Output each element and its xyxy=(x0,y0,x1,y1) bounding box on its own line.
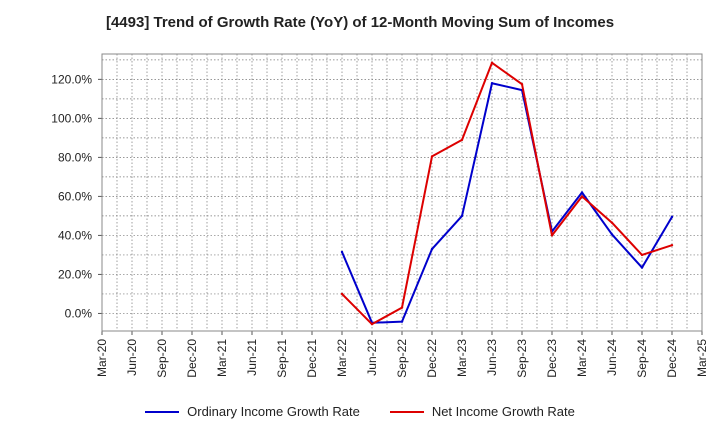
data-point xyxy=(430,247,434,251)
data-point xyxy=(400,306,404,309)
data-point xyxy=(670,243,674,247)
x-tick-label: Mar-24 xyxy=(575,339,589,377)
x-tick-label: Dec-20 xyxy=(185,339,199,378)
x-tick-label: Dec-22 xyxy=(425,339,439,378)
data-point xyxy=(340,250,344,254)
data-point xyxy=(400,320,404,323)
data-point xyxy=(430,155,434,158)
x-tick-label: Jun-20 xyxy=(125,339,139,376)
x-tick-label: Mar-25 xyxy=(695,339,709,377)
x-tick-label: Mar-23 xyxy=(455,339,469,377)
y-tick-label: 120.0% xyxy=(51,72,92,86)
data-point xyxy=(340,292,344,296)
plot-area xyxy=(101,53,703,332)
data-point xyxy=(580,195,584,198)
legend-label: Net Income Growth Rate xyxy=(431,404,575,419)
legend-label: Ordinary Income Growth Rate xyxy=(187,404,360,419)
data-point xyxy=(640,253,644,257)
x-tick-label: Sep-24 xyxy=(635,339,649,378)
data-point xyxy=(490,61,494,64)
data-point xyxy=(550,234,554,237)
data-point xyxy=(460,214,464,218)
y-tick-label: 40.0% xyxy=(58,228,92,242)
x-tick-label: Dec-21 xyxy=(305,339,319,378)
y-tick-label: 0.0% xyxy=(65,306,93,320)
x-tick-label: Sep-20 xyxy=(155,339,169,378)
legend-swatch xyxy=(389,410,424,413)
y-tick-label: 60.0% xyxy=(58,189,92,203)
x-tick-label: Jun-23 xyxy=(485,339,499,376)
legend-swatch xyxy=(145,410,180,413)
y-tick-label: 80.0% xyxy=(58,150,92,164)
x-tick-label: Sep-21 xyxy=(275,339,289,378)
data-point xyxy=(580,191,584,194)
legend-item: Net Income Growth Rate xyxy=(389,404,575,419)
data-point xyxy=(520,83,524,86)
grid-layer xyxy=(101,54,703,331)
x-tick-label: Mar-21 xyxy=(215,339,229,377)
data-point xyxy=(610,221,614,224)
y-tick-label: 100.0% xyxy=(51,111,92,125)
x-tick-label: Mar-20 xyxy=(95,339,109,377)
legend-item: Ordinary Income Growth Rate xyxy=(145,404,360,419)
x-tick-label: Jun-24 xyxy=(605,339,619,376)
x-tick-label: Sep-22 xyxy=(395,339,409,378)
legend: Ordinary Income Growth Rate Net Income Gr… xyxy=(0,404,720,419)
x-tick-label: Dec-23 xyxy=(545,339,559,378)
x-tick-label: Sep-23 xyxy=(515,339,529,378)
data-point xyxy=(610,233,614,236)
series-line-0 xyxy=(341,82,673,324)
x-tick-label: Jun-22 xyxy=(365,339,379,376)
x-tick-label: Dec-24 xyxy=(665,339,679,378)
x-tick-label: Mar-22 xyxy=(335,339,349,377)
data-point xyxy=(640,266,644,269)
data-point xyxy=(670,215,674,219)
y-tick-label: 20.0% xyxy=(58,267,92,281)
y-axis-ticks: 0.0% 20.0% 40.0% 60.0% 80.0% 100.0% 120.0% xyxy=(51,72,102,320)
data-point xyxy=(490,82,494,85)
chart-title: [4493] Trend of Growth Rate (YoY) of 12-… xyxy=(105,14,615,31)
series-line-1 xyxy=(341,61,673,326)
series-layer xyxy=(340,61,674,326)
x-tick-label: Jun-21 xyxy=(245,339,259,376)
x-axis-ticks: Mar-20 Jun-20 Sep-20 Dec-20 Mar-21 Jun-21 Sep-… xyxy=(95,331,709,378)
data-point xyxy=(370,322,374,326)
data-point xyxy=(460,138,464,142)
